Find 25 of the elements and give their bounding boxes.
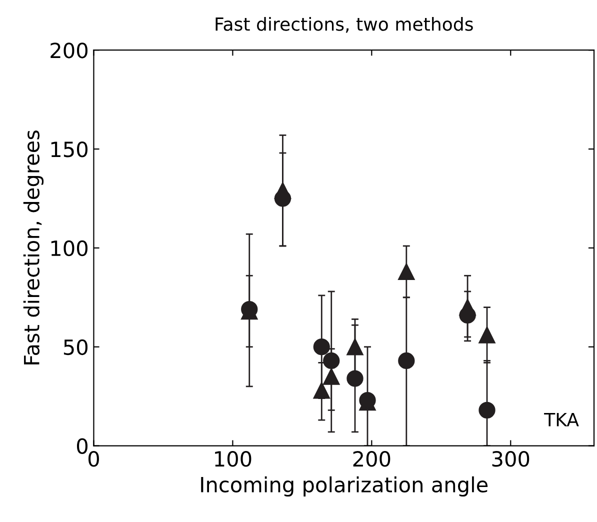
point xyxy=(459,306,476,324)
chart-title: Fast directions, two methods xyxy=(216,16,473,33)
x-tick-label: 100 xyxy=(215,451,252,467)
y-axis-title: Fast direction, degrees xyxy=(23,130,44,364)
point xyxy=(398,352,415,370)
point xyxy=(313,338,330,356)
point xyxy=(323,352,340,370)
y-tick-label: 100 xyxy=(51,240,88,256)
x-tick-label: 0 xyxy=(88,451,99,467)
point xyxy=(346,370,364,387)
x-tick-label: 200 xyxy=(353,451,390,467)
point xyxy=(323,368,340,385)
point xyxy=(478,402,496,419)
y-tick-label: 200 xyxy=(50,42,88,58)
annotation: TKA xyxy=(544,413,579,426)
y-tick-label: 50 xyxy=(64,339,88,356)
point xyxy=(313,382,330,399)
point xyxy=(398,263,415,280)
y-tick-label: 150 xyxy=(51,141,88,158)
point xyxy=(274,190,292,207)
y-tick-label: 0 xyxy=(76,438,88,454)
x-axis-title: Incoming polarization angle xyxy=(201,476,488,497)
point xyxy=(346,338,364,356)
point xyxy=(478,326,496,344)
x-tick-label: 300 xyxy=(492,451,530,467)
